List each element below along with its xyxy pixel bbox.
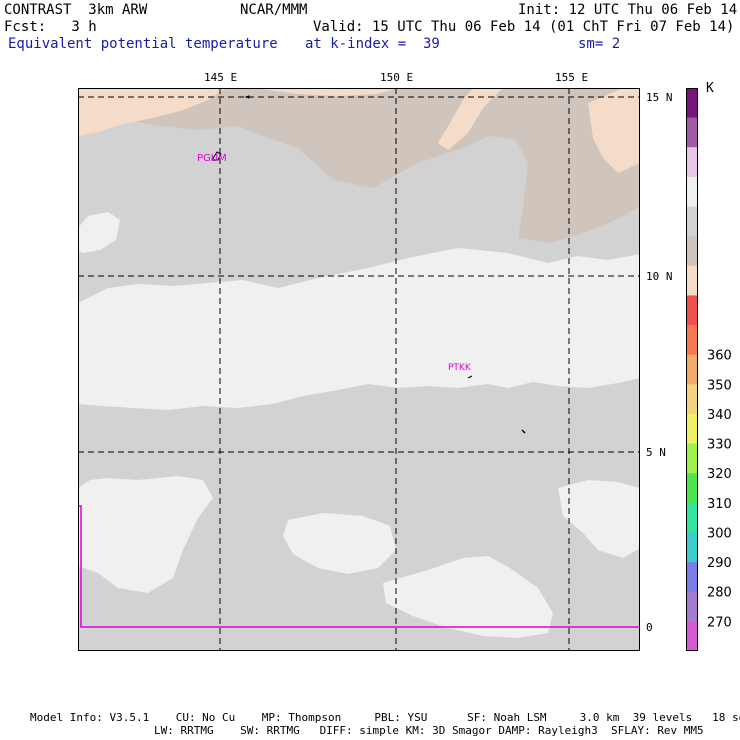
lon-label-155: 155 E bbox=[555, 71, 589, 84]
region-white-south-center bbox=[283, 513, 396, 574]
theta-e-map: PGUM PTKK bbox=[78, 88, 640, 651]
region-peach-northeast bbox=[438, 88, 503, 150]
colorbar-label-320: 320 bbox=[707, 467, 732, 482]
guam-coastline bbox=[211, 151, 222, 161]
equator-boundary bbox=[78, 505, 640, 628]
region-peach-northwest bbox=[78, 88, 226, 136]
grid-lines bbox=[78, 88, 640, 651]
region-white-northwest bbox=[78, 212, 120, 253]
colorbar-swatch bbox=[686, 147, 698, 178]
forecast-hour: Fcst: 3 h bbox=[4, 19, 97, 35]
region-white-southeast bbox=[558, 480, 640, 558]
colorbar-swatch bbox=[686, 621, 698, 651]
colorbar-swatch bbox=[686, 176, 698, 208]
lon-label-150: 150 E bbox=[380, 71, 414, 84]
colorbar-swatch bbox=[686, 532, 698, 563]
colorbar-swatch bbox=[686, 206, 698, 237]
colorbar-label-290: 290 bbox=[707, 556, 732, 571]
colorbar-swatch bbox=[686, 443, 698, 474]
colorbar-swatch bbox=[686, 591, 698, 622]
colorbar-label-310: 310 bbox=[707, 497, 732, 512]
colorbar-label-350: 350 bbox=[707, 378, 732, 393]
colorbar: 270 280 290 300 310 320 330 340 350 360 bbox=[686, 88, 732, 651]
colorbar-swatch bbox=[686, 117, 698, 148]
lon-label-145: 145 E bbox=[204, 71, 238, 84]
level-label: at k-index = 39 bbox=[305, 36, 440, 52]
region-white-south bbox=[383, 556, 553, 638]
colorbar-unit: K bbox=[706, 81, 714, 96]
colorbar-label-270: 270 bbox=[707, 615, 732, 630]
colorbar-frame bbox=[686, 88, 698, 651]
lat-label-15n: 15 N bbox=[646, 91, 673, 104]
lat-label-0: 0 bbox=[646, 621, 653, 634]
smoothing-label: sm= 2 bbox=[578, 36, 621, 52]
init-time: Init: 12 UTC Thu 06 Feb 14 bbox=[518, 2, 738, 18]
region-peach-east bbox=[588, 88, 640, 173]
colorbar-swatch bbox=[686, 413, 698, 445]
footer-model-info: Model Info: V3.5.1 CU: No Cu MP: Thompso… bbox=[30, 711, 740, 724]
colorbar-label-300: 300 bbox=[707, 526, 732, 541]
institution-label: NCAR/MMM bbox=[240, 2, 308, 18]
lat-label-5n: 5 N bbox=[646, 446, 666, 459]
colorbar-swatch bbox=[686, 325, 698, 356]
region-central-band bbox=[78, 248, 640, 410]
colorbar-swatch bbox=[686, 354, 698, 385]
chuuk-coastline bbox=[467, 375, 473, 379]
colorbar-label-340: 340 bbox=[707, 408, 732, 423]
region-northern-band bbox=[78, 88, 640, 243]
colorbar-swatch bbox=[686, 236, 698, 267]
colorbar-swatch bbox=[686, 295, 698, 326]
lat-label-10n: 10 N bbox=[646, 270, 673, 283]
colorbar-swatch bbox=[686, 562, 698, 593]
model-title: CONTRAST 3km ARW bbox=[4, 2, 148, 18]
map-frame bbox=[78, 88, 640, 651]
station-label-pgum: PGUM bbox=[197, 153, 227, 164]
colorbar-swatch bbox=[686, 384, 698, 415]
pohnpei-coastline bbox=[521, 429, 526, 434]
region-peach-upper bbox=[253, 88, 398, 96]
colorbar-swatch bbox=[686, 502, 698, 533]
region-white-southwest bbox=[78, 476, 213, 593]
footer-physics-info: LW: RRTMG SW: RRTMG DIFF: simple KM: 3D … bbox=[154, 724, 704, 737]
colorbar-label-330: 330 bbox=[707, 438, 732, 453]
station-label-ptkk: PTKK bbox=[448, 363, 472, 373]
colorbar-swatch bbox=[686, 88, 698, 119]
colorbar-swatch bbox=[686, 473, 698, 504]
colorbar-label-360: 360 bbox=[707, 349, 732, 364]
colorbar-swatch bbox=[686, 265, 698, 296]
colorbar-label-280: 280 bbox=[707, 586, 732, 601]
island-north-coastline bbox=[244, 95, 250, 99]
valid-time: Valid: 15 UTC Thu 06 Feb 14 (01 ChT Fri … bbox=[313, 19, 735, 35]
field-name: Equivalent potential temperature bbox=[8, 36, 278, 52]
